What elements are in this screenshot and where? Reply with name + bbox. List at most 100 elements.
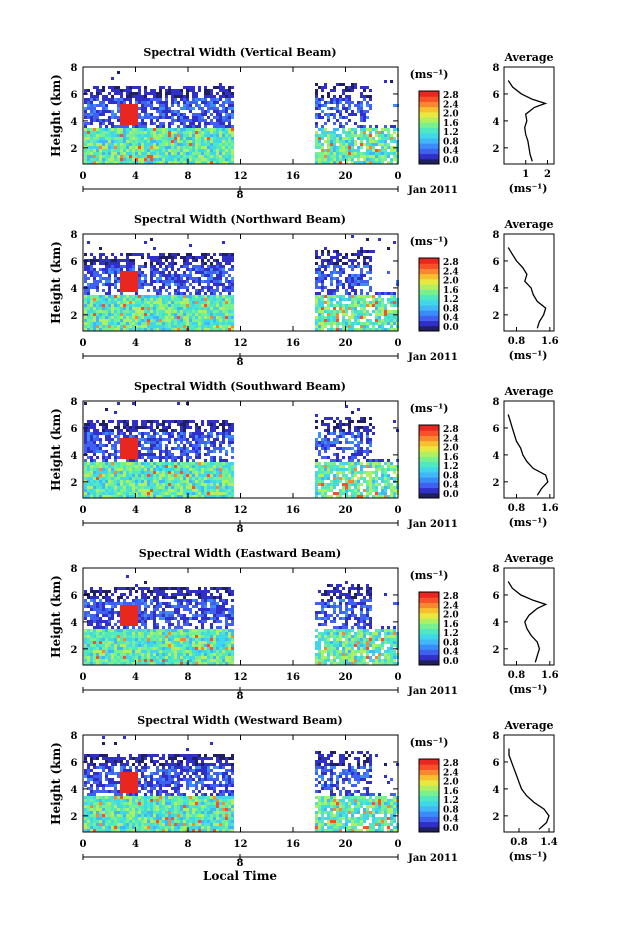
heatmap-cell bbox=[165, 143, 168, 146]
heatmap-cell bbox=[225, 489, 228, 492]
x-tick-label: 16 bbox=[286, 505, 300, 516]
heatmap-cell bbox=[201, 116, 204, 119]
heatmap-cell bbox=[147, 134, 150, 137]
heatmap-cell bbox=[225, 256, 228, 259]
heatmap-cell bbox=[135, 140, 138, 143]
heatmap-cell bbox=[90, 423, 93, 426]
heatmap-cell bbox=[369, 146, 372, 149]
heatmap-cell bbox=[204, 104, 207, 107]
heatmap-cell bbox=[141, 325, 144, 328]
heatmap-cell bbox=[228, 289, 231, 292]
heatmap-cell bbox=[186, 265, 189, 268]
heatmap-cell bbox=[180, 420, 183, 423]
heatmap-cell bbox=[126, 86, 129, 89]
heatmap-cell bbox=[93, 435, 96, 438]
heatmap-cell bbox=[348, 146, 351, 149]
heatmap-cell bbox=[330, 316, 333, 319]
heatmap-cell bbox=[321, 310, 324, 313]
heatmap-cell bbox=[354, 83, 357, 86]
heatmap-cell bbox=[138, 426, 141, 429]
avg-x-tick-label: 2 bbox=[544, 169, 551, 180]
heatmap-cell bbox=[87, 107, 90, 110]
heatmap-cell bbox=[171, 453, 174, 456]
heatmap-cell bbox=[153, 116, 156, 119]
heatmap-cell bbox=[369, 256, 372, 259]
heatmap-cell bbox=[141, 438, 144, 441]
heatmap-cell bbox=[225, 310, 228, 313]
heatmap-cell bbox=[369, 104, 372, 107]
heatmap-cell bbox=[327, 444, 330, 447]
heatmap-cell bbox=[99, 110, 102, 113]
heatmap-cell bbox=[150, 265, 153, 268]
heatmap-cell bbox=[120, 325, 123, 328]
heatmap-cell bbox=[165, 110, 168, 113]
heatmap-cell bbox=[120, 277, 123, 280]
heatmap-cell bbox=[126, 128, 129, 131]
heatmap-cell bbox=[171, 325, 174, 328]
heatmap-cell bbox=[381, 143, 384, 146]
heatmap-cell bbox=[381, 319, 384, 322]
heatmap-cell bbox=[204, 268, 207, 271]
heatmap-cell bbox=[336, 426, 339, 429]
heatmap-cell bbox=[141, 486, 144, 489]
heatmap-cell bbox=[114, 295, 117, 298]
heatmap-cell bbox=[180, 98, 183, 101]
heatmap-cell bbox=[165, 447, 168, 450]
heatmap-cell bbox=[198, 447, 201, 450]
heatmap-cell bbox=[195, 477, 198, 480]
heatmap-cell bbox=[147, 301, 150, 304]
heatmap-cell bbox=[105, 149, 108, 152]
heatmap-cell bbox=[126, 149, 129, 152]
heatmap-cell bbox=[357, 101, 360, 104]
heatmap-cell bbox=[210, 134, 213, 137]
heatmap-cell bbox=[135, 107, 138, 110]
heatmap-cell bbox=[345, 89, 348, 92]
heatmap-cell bbox=[87, 423, 90, 426]
heatmap-cell bbox=[93, 283, 96, 286]
heatmap-cell bbox=[378, 319, 381, 322]
heatmap-cell bbox=[180, 438, 183, 441]
heatmap-cell bbox=[342, 310, 345, 313]
heatmap-cell bbox=[180, 456, 183, 459]
heatmap-cell bbox=[90, 617, 93, 620]
heatmap-cell bbox=[93, 632, 96, 635]
heatmap-cell bbox=[207, 146, 210, 149]
heatmap-cell bbox=[162, 143, 165, 146]
heatmap-cell bbox=[99, 101, 102, 104]
heatmap-cell bbox=[165, 307, 168, 310]
heatmap-cell bbox=[84, 253, 87, 256]
heatmap-cell bbox=[327, 146, 330, 149]
heatmap-cell bbox=[192, 140, 195, 143]
heatmap-cell bbox=[174, 459, 177, 462]
average-title: Average bbox=[503, 218, 553, 231]
heatmap-cell bbox=[222, 459, 225, 462]
heatmap-cell bbox=[318, 474, 321, 477]
heatmap-cell bbox=[369, 313, 372, 316]
heatmap-cell bbox=[165, 146, 168, 149]
heatmap-cell bbox=[90, 310, 93, 313]
heatmap-cell bbox=[189, 456, 192, 459]
heatmap-cell bbox=[327, 477, 330, 480]
colorbar-segment bbox=[419, 133, 439, 139]
heatmap-cell bbox=[177, 155, 180, 158]
heatmap-cell bbox=[345, 483, 348, 486]
heatmap-cell bbox=[93, 304, 96, 307]
heatmap-cell bbox=[210, 143, 213, 146]
heatmap-cell bbox=[138, 471, 141, 474]
heatmap-cell bbox=[93, 641, 96, 644]
heatmap-cell bbox=[231, 253, 234, 256]
heatmap-cell bbox=[84, 489, 87, 492]
heatmap-cell bbox=[318, 322, 321, 325]
heatmap-cell bbox=[336, 295, 339, 298]
heatmap-cell bbox=[339, 137, 342, 140]
heatmap-cell bbox=[327, 140, 330, 143]
heatmap-cell bbox=[156, 137, 159, 140]
heatmap-cell bbox=[228, 274, 231, 277]
heatmap-cell bbox=[96, 429, 99, 432]
heatmap-cell bbox=[222, 265, 225, 268]
heatmap-cell bbox=[171, 280, 174, 283]
heatmap-cell bbox=[93, 599, 96, 602]
heatmap-cell bbox=[318, 319, 321, 322]
heatmap-cell bbox=[318, 104, 321, 107]
heatmap-cell bbox=[180, 295, 183, 298]
